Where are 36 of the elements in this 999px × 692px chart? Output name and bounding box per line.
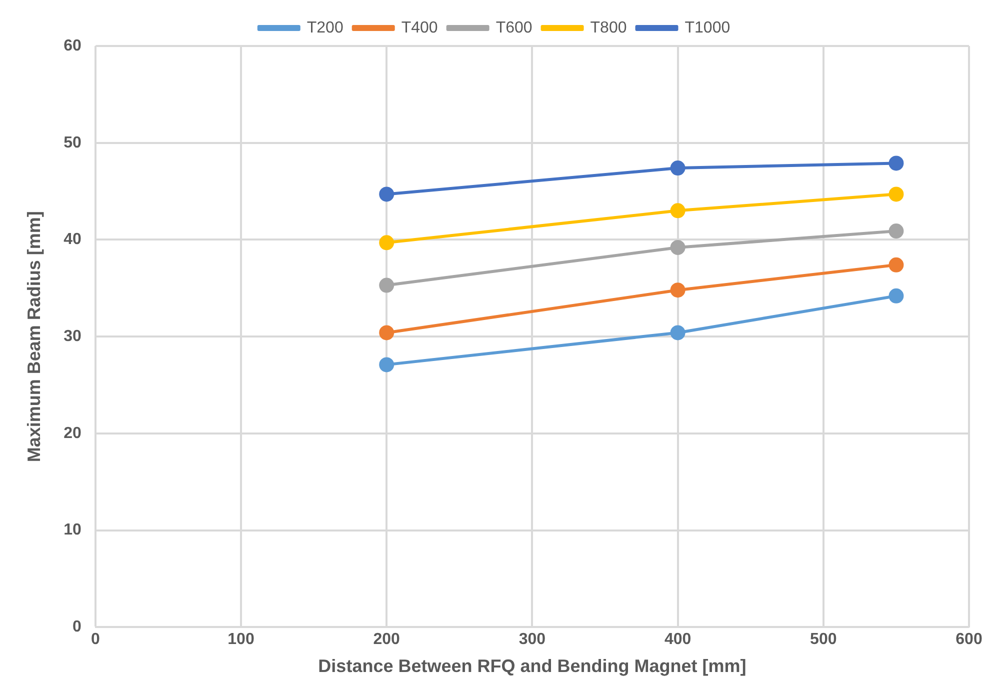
y-tick-label: 0 [72, 618, 82, 636]
x-tick-label: 600 [956, 631, 982, 648]
point [888, 257, 904, 272]
point [670, 160, 686, 176]
x-tick-label: 200 [373, 631, 400, 648]
point [888, 288, 904, 304]
y-tick-label: 30 [64, 328, 82, 346]
point [888, 224, 904, 239]
y-tick-label: 10 [64, 522, 82, 539]
x-tick-label: 400 [664, 631, 692, 648]
y-axis-title: Maximum Beam Radius [mm] [24, 211, 44, 462]
point [670, 203, 686, 218]
legend-label: T600 [496, 19, 532, 36]
y-tick-label: 40 [64, 231, 82, 248]
point [888, 186, 904, 202]
point [670, 325, 686, 340]
legend-label: T1000 [684, 19, 730, 36]
point [379, 357, 394, 372]
x-axis-title: Distance Between RFQ and Bending Magnet [mm] [318, 656, 746, 676]
point [379, 186, 394, 202]
x-tick-label: 500 [810, 631, 837, 648]
legend-label: T400 [401, 19, 438, 36]
x-tick-label: 100 [228, 631, 254, 648]
point [379, 278, 394, 293]
point [379, 235, 394, 250]
x-tick-label: 0 [90, 631, 100, 648]
y-tick-label: 20 [64, 424, 82, 442]
y-tick-label: 60 [64, 37, 82, 54]
point [888, 156, 904, 171]
legend-label: T800 [590, 19, 627, 36]
point [670, 282, 686, 298]
x-tick-label: 300 [518, 631, 546, 648]
point [670, 240, 686, 255]
point [379, 325, 394, 340]
legend-label: T200 [306, 19, 344, 36]
y-tick-label: 50 [64, 134, 82, 152]
